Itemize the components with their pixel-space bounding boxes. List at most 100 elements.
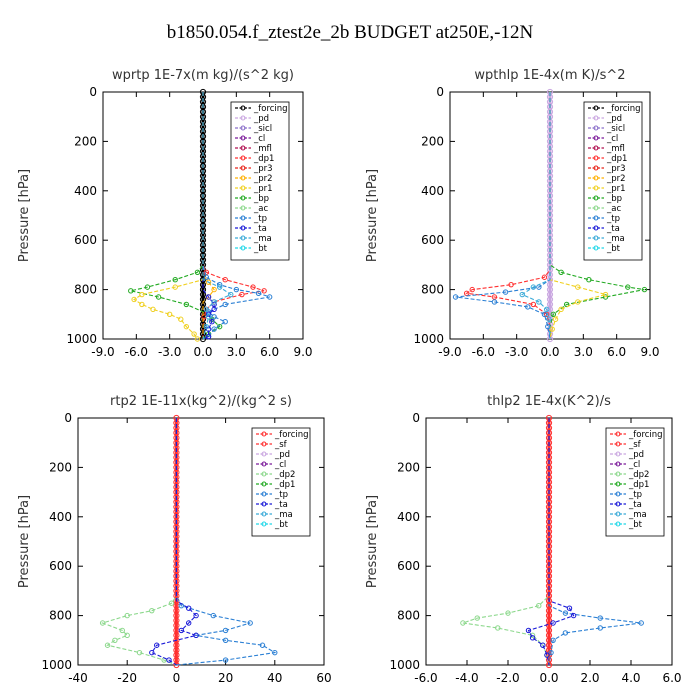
chart-3-series-line — [527, 418, 575, 666]
chart-0-series-marker — [266, 294, 273, 300]
chart-2-ytick-label: 200 — [49, 460, 72, 474]
chart-2-legend-label: _sf — [274, 440, 288, 450]
chart-3-legend-marker — [615, 481, 621, 487]
chart-2-xtick-label: 60 — [316, 671, 331, 685]
chart-3-legend-label: _pd — [628, 450, 644, 460]
chart-1-series-marker — [602, 294, 609, 300]
chart-2-series-marker — [99, 620, 106, 626]
chart-1-series-marker — [530, 301, 537, 308]
chart-1-ylabel: Pressure [hPa] — [365, 169, 380, 262]
chart-2-series-marker — [149, 649, 155, 656]
chart-3-legend-marker — [615, 431, 621, 437]
chart-1-series-line — [455, 92, 551, 340]
chart-3-series-marker — [540, 642, 546, 648]
chart-1-series-marker — [586, 277, 592, 283]
chart-0-legend-label: _dp1 — [253, 154, 274, 164]
chart-2-series-marker — [247, 620, 253, 626]
chart-1-legend-marker — [593, 145, 599, 151]
chart-3-legend-marker — [615, 471, 621, 477]
chart-1-series-marker — [549, 326, 555, 332]
chart-2-xtick-label: -40 — [68, 671, 88, 685]
chart-1-ytick-label: 0 — [436, 85, 444, 99]
chart-0-legend-label: _ta — [253, 224, 267, 234]
chart-1-series-marker — [543, 306, 550, 313]
chart-2-series-marker — [124, 632, 130, 639]
chart-1-xtick-label: -6.0 — [472, 345, 495, 359]
chart-1-legend-marker — [593, 135, 599, 141]
chart-0-series-marker — [211, 306, 217, 313]
chart-2-ytick-label: 600 — [49, 559, 72, 573]
chart-0-series-marker — [194, 336, 201, 342]
chart-2-series-marker — [272, 649, 278, 656]
chart-1-series-marker — [536, 299, 542, 305]
chart-2-series-marker — [154, 642, 160, 648]
chart-3-series-marker — [566, 605, 573, 611]
chart-0-series-marker — [205, 314, 212, 320]
chart-2-xtick-label: 40 — [267, 671, 282, 685]
chart-0-legend-marker — [240, 115, 246, 121]
chart-1-xtick-label: 3.0 — [574, 345, 593, 359]
chart-2-series-marker — [222, 637, 229, 643]
chart-3-xtick-label: 2.0 — [580, 671, 599, 685]
chart-1-legend-marker — [593, 165, 599, 171]
chart-1-legend-label: _ma — [606, 234, 625, 244]
chart-1-series-line — [465, 92, 551, 339]
chart-3-xtick-label: 4.0 — [621, 671, 640, 685]
chart-0-series-marker — [211, 326, 217, 332]
chart-0-legend-marker — [240, 205, 246, 211]
chart-2-series-marker — [104, 642, 111, 648]
chart-3-legend-label: _dp2 — [628, 470, 649, 480]
chart-0-legend-marker — [240, 155, 246, 161]
chart-3-legend-marker — [615, 451, 621, 457]
chart-1-legend-marker — [593, 105, 599, 111]
chart-1-ytick-label: 600 — [421, 233, 444, 247]
chart-1-series-marker — [550, 311, 557, 317]
chart-1-legend-label: _pd — [606, 114, 622, 124]
chart-3-legend-label: _ta — [628, 500, 642, 510]
chart-0-series-marker — [228, 291, 234, 298]
chart-0-legend-label: _ma — [253, 234, 272, 244]
chart-3-ytick-label: 1000 — [389, 658, 420, 672]
chart-2-legend-marker — [261, 521, 267, 527]
chart-0-legend-marker — [240, 175, 246, 181]
chart-3-ytick-label: 200 — [397, 460, 420, 474]
chart-0-series-marker — [203, 274, 210, 280]
chart-0-series-marker — [211, 286, 217, 293]
chart-2-legend-marker — [261, 511, 267, 517]
chart-2-series-marker — [124, 612, 130, 619]
chart-2-series-marker — [186, 620, 192, 626]
chart-3-legend-label: _ma — [628, 510, 647, 520]
chart-0-series-marker — [233, 286, 240, 293]
chart-0-legend-label: _sicl — [253, 124, 272, 134]
chart-0-ytick-label: 0 — [89, 85, 97, 99]
chart-0-series-marker — [203, 306, 210, 313]
chart-1-series-marker — [530, 284, 537, 290]
chart-1-series-marker — [491, 299, 498, 305]
chart-3-series-marker — [474, 615, 480, 621]
chart-3-ytick-label: 800 — [397, 609, 420, 623]
chart-0-xtick-label: 6.0 — [260, 345, 279, 359]
chart-2-xtick-label: -20 — [117, 671, 137, 685]
chart-1-series-marker — [508, 281, 514, 288]
chart-3-series-marker — [495, 625, 501, 631]
chart-3-series-marker — [548, 649, 554, 656]
chart-3-series-marker — [525, 627, 532, 634]
chart-1-legend-marker — [593, 235, 599, 241]
chart-0-xtick-label: -9.0 — [91, 345, 114, 359]
chart-1-legend-label: _sicl — [606, 124, 625, 134]
chart-1-legend-label: _pr3 — [606, 164, 626, 174]
chart-2-frame — [77, 417, 325, 666]
chart-0-series-marker — [150, 306, 156, 313]
chart-0-series-line — [133, 92, 204, 340]
chart-2-series-marker — [168, 600, 175, 606]
chart-0-xtick-label: 9.0 — [293, 345, 312, 359]
chart-1-legend-label: _ac — [606, 204, 621, 214]
chart-1-series-marker — [491, 294, 498, 300]
chart-1-series-marker — [558, 269, 564, 276]
chart-0-legend-marker — [240, 195, 246, 201]
chart-0-legend-label: _bp — [253, 194, 269, 204]
chart-0-ylabel: Pressure [hPa] — [17, 169, 32, 262]
chart-0-legend-label: _pd — [253, 114, 269, 124]
chart-1-xtick-label: 6.0 — [607, 345, 626, 359]
